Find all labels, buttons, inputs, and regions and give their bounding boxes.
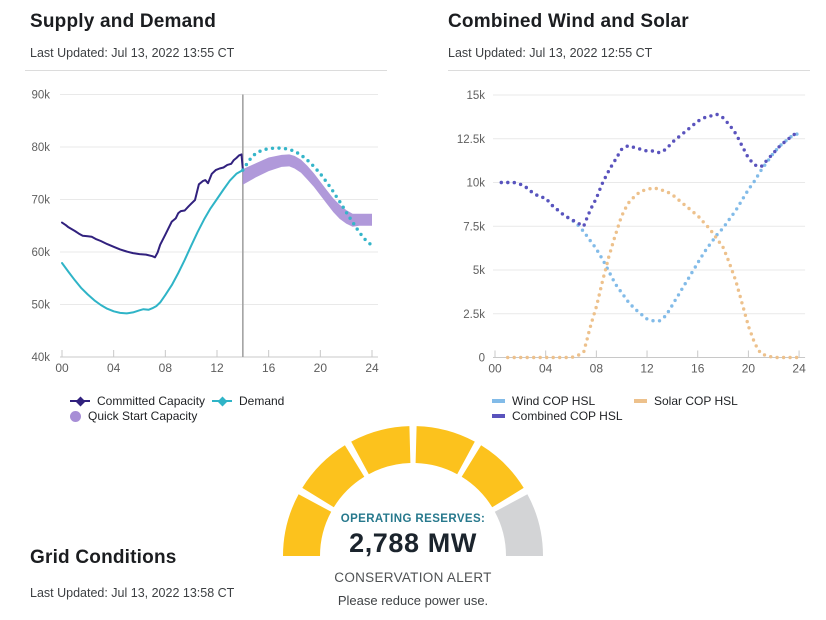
gauge-segment-filled — [415, 426, 475, 475]
dotted-series — [241, 146, 372, 246]
y-axis-label: 5k — [473, 265, 485, 277]
wind-solar-chart: 0 2.5k 5k 7.5k 10k 12.5k 15k 00 04 08 12 16 20 24 — [457, 90, 806, 376]
quick-start-capacity-marker-icon — [70, 410, 81, 422]
demand-marker-icon — [212, 400, 232, 402]
legend-label: Combined COP HSL — [512, 409, 623, 423]
x-axis-label: 00 — [55, 361, 69, 375]
gauge-segment-empty — [494, 494, 543, 556]
solar-marker-icon — [634, 399, 647, 403]
line-series — [61, 169, 244, 315]
x-axis-label: 16 — [262, 361, 276, 375]
y-axis-label: 15k — [466, 90, 485, 102]
y-axis-label: 90k — [31, 90, 50, 102]
x-axis-label: 24 — [365, 361, 379, 375]
legend-label: Demand — [239, 394, 285, 408]
committed-capacity-marker-icon — [70, 400, 90, 402]
conservation-message-text: Please reduce power use. — [337, 593, 489, 608]
legend-item-demand[interactable]: Demand — [212, 394, 284, 408]
wind-solar-title: Combined Wind and Solar — [448, 11, 689, 32]
legend-label: Committed Capacity — [97, 394, 206, 408]
dotted-series — [499, 132, 799, 323]
gauge-segment-filled — [461, 445, 524, 508]
dotted-series — [506, 186, 799, 360]
supply-demand-title: Supply and Demand — [30, 11, 217, 32]
legend-item-quick-start-capacity[interactable]: Quick Start Capacity — [70, 409, 197, 423]
x-axis-label: 08 — [159, 361, 173, 375]
y-axis-label: 40k — [31, 352, 50, 364]
y-axis-label: 60k — [31, 247, 50, 259]
x-axis-label: 16 — [691, 362, 705, 376]
gauge-segment-filled — [302, 445, 365, 508]
x-axis-label: 24 — [792, 362, 806, 376]
x-axis-label: 04 — [539, 362, 553, 376]
x-axis-label: 20 — [742, 362, 756, 376]
y-axis-label: 80k — [31, 142, 50, 154]
supply-demand-divider — [25, 70, 387, 71]
band-series — [242, 154, 372, 227]
x-axis-label: 00 — [488, 362, 502, 376]
y-axis-label: 10k — [466, 178, 485, 190]
operating-reserves-value: 2,788 MW — [349, 528, 477, 558]
gauge-segment-filled — [351, 426, 411, 475]
y-axis-label: 50k — [31, 300, 50, 312]
legend-item-wind-cop-hsl[interactable]: Wind COP HSL — [492, 394, 595, 408]
conservation-alert-text: CONSERVATION ALERT — [334, 570, 492, 585]
x-axis-label: 12 — [210, 361, 224, 375]
line-series — [61, 153, 244, 259]
y-axis-label: 2.5k — [463, 309, 485, 321]
y-axis-label: 70k — [31, 195, 50, 207]
y-axis-label: 12.5k — [457, 134, 485, 146]
legend-label: Solar COP HSL — [654, 394, 738, 408]
y-axis-label: 0 — [479, 353, 485, 365]
y-axis-label: 7.5k — [463, 221, 485, 233]
wind-solar-last-updated: Last Updated: Jul 13, 2022 12:55 CT — [448, 46, 653, 60]
wind-solar-divider — [448, 70, 810, 71]
x-axis-label: 20 — [314, 361, 328, 375]
x-axis-label: 04 — [107, 361, 121, 375]
legend-label: Wind COP HSL — [512, 394, 596, 408]
x-axis-label: 08 — [590, 362, 604, 376]
operating-reserves-gauge — [283, 426, 543, 556]
legend-label: Quick Start Capacity — [88, 409, 198, 423]
legend-item-solar-cop-hsl[interactable]: Solar COP HSL — [634, 394, 738, 408]
x-axis-label: 12 — [640, 362, 654, 376]
grid-conditions-last-updated: Last Updated: Jul 13, 2022 13:58 CT — [30, 586, 235, 600]
operating-reserves-label: OPERATING RESERVES: — [340, 513, 486, 525]
gauge-segment-filled — [283, 494, 332, 556]
dotted-series — [499, 112, 796, 227]
chart-area: 40k 50k 60k 70k 80k 90k 00 04 08 12 16 20 24 — [31, 90, 379, 376]
supply-demand-chart: 40k 50k 60k 70k 80k 90k 00 04 08 12 16 20 24 — [31, 90, 379, 376]
grid-conditions-title: Grid Conditions — [30, 547, 177, 568]
legend-item-combined-cop-hsl[interactable]: Combined COP HSL — [492, 409, 623, 423]
chart-area: 0 2.5k 5k 7.5k 10k 12.5k 15k 00 04 08 12 16 20 24 — [457, 90, 806, 376]
supply-demand-last-updated: Last Updated: Jul 13, 2022 13:55 CT — [30, 46, 235, 60]
combined-marker-icon — [492, 414, 505, 418]
legend-item-committed-capacity[interactable]: Committed Capacity — [70, 394, 205, 408]
wind-marker-icon — [492, 399, 505, 403]
